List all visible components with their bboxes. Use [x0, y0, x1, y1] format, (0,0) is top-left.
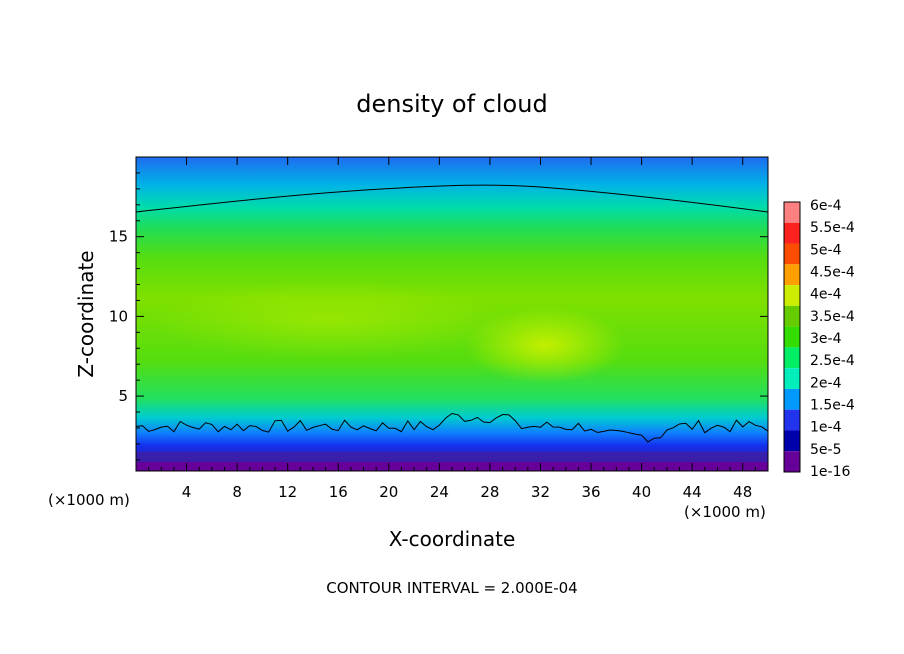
colorbar-swatch [784, 264, 800, 286]
colorbar-label: 1e-16 [810, 464, 850, 480]
contour-interval-note: CONTOUR INTERVAL = 2.000E-04 [326, 579, 577, 597]
colorbar-swatch [784, 347, 800, 369]
colorbar-label: 2.5e-4 [810, 353, 855, 369]
density-core-mid [150, 280, 510, 360]
colorbar-label: 4e-4 [810, 287, 842, 303]
colorbar-swatch [784, 222, 800, 244]
contour-line-bottom [136, 412, 768, 443]
x-tick-label: 16 [329, 483, 348, 501]
x-axis-ticks: 4 8 12 16 20 24 28 32 36 40 44 48 [148, 157, 756, 501]
colorbar-swatch [784, 451, 800, 472]
colorbar-label: 1.5e-4 [810, 398, 855, 414]
colorbar-swatch [784, 326, 800, 348]
y-tick-label: 15 [109, 228, 128, 246]
x-unit-left: (×1000 m) [48, 491, 130, 509]
colorbar-label: 5e-4 [810, 242, 842, 258]
colorbar-swatch [784, 430, 800, 452]
chart-title: density of cloud [356, 90, 547, 118]
colorbar-swatch [784, 285, 800, 306]
contour-line-top [136, 184, 768, 213]
colorbar-label: 3.5e-4 [810, 309, 855, 325]
x-axis-label: X-coordinate [389, 527, 516, 551]
x-tick-label: 48 [733, 483, 752, 501]
x-tick-label: 40 [632, 483, 651, 501]
colorbar-label: 2e-4 [810, 375, 842, 391]
colorbar-frame [783, 201, 801, 473]
colorbar-swatch [784, 368, 800, 389]
colorbar-swatch [784, 202, 800, 223]
x-tick-label: 44 [683, 483, 702, 501]
y-axis-label: Z-coordinate [74, 250, 98, 377]
colorbar-label: 4.5e-4 [810, 265, 855, 281]
colorbar-label: 3e-4 [810, 331, 842, 347]
colorbar-swatch [784, 388, 800, 410]
colorbar-label: 5e-5 [810, 442, 841, 458]
x-tick-label: 20 [379, 483, 398, 501]
ground-strip [136, 462, 768, 471]
x-tick-label: 32 [531, 483, 550, 501]
y-tick-label: 5 [118, 387, 128, 405]
colorbar: 6e-4 5.5e-4 5e-4 4.5e-4 4e-4 3.5e-4 3e-4 2.5e-4… [783, 198, 855, 480]
x-tick-label: 8 [232, 483, 242, 501]
colorbar-label: 5.5e-4 [810, 220, 855, 236]
colorbar-label: 1e-4 [810, 420, 842, 436]
x-unit-right: (×1000 m) [684, 503, 766, 521]
x-tick-label: 28 [480, 483, 499, 501]
colorbar-swatch [784, 409, 800, 431]
colorbar-label: 6e-4 [810, 198, 842, 214]
colorbar-swatch [784, 305, 800, 327]
plot-area [136, 157, 768, 471]
colorbar-swatch [784, 243, 800, 265]
x-tick-label: 24 [430, 483, 449, 501]
y-tick-label: 10 [109, 307, 128, 325]
x-tick-label: 36 [581, 483, 600, 501]
x-tick-label: 12 [278, 483, 297, 501]
x-tick-label: 4 [182, 483, 192, 501]
y-axis-ticks: 5 10 15 [109, 172, 768, 461]
